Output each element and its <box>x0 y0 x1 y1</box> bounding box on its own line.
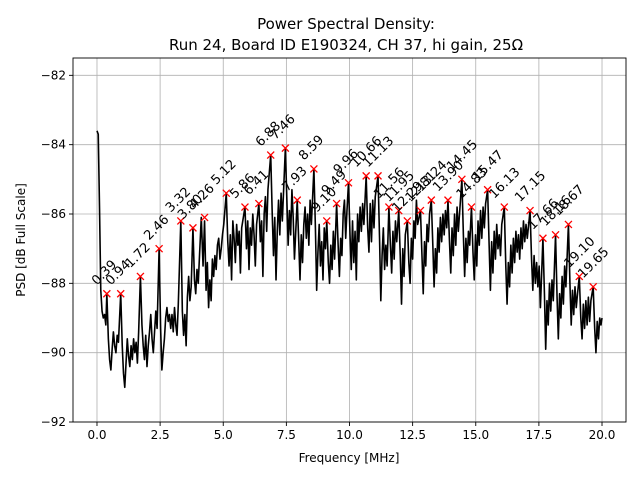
peak-marker <box>266 151 275 160</box>
x-tick-label: 17.5 <box>526 428 553 442</box>
peak-marker <box>551 230 560 239</box>
peak-marker <box>344 178 353 187</box>
x-tick-label: 7.5 <box>277 428 296 442</box>
peak-marker <box>102 289 111 298</box>
peak-marker <box>155 244 164 253</box>
y-axis-label: PSD [dB Full Scale] <box>14 183 28 297</box>
peak-marker <box>483 185 492 194</box>
x-tick-label: 20.0 <box>589 428 616 442</box>
y-tick-label: −88 <box>41 276 66 290</box>
x-tick-label: 12.5 <box>399 428 426 442</box>
peak-marker <box>222 189 231 198</box>
x-tick-label: 5.0 <box>214 428 233 442</box>
axes: 0.0 2.5 5.0 7.5 10.0 12.5 15.0 17.5 20.0 −92 −90 −8… <box>41 57 627 442</box>
peak-marker <box>467 203 476 212</box>
peak-marker <box>427 196 436 205</box>
y-tick-label: −82 <box>41 68 66 82</box>
y-tick-label: −86 <box>41 207 66 221</box>
peak-marker <box>538 234 547 243</box>
y-tick-label: −90 <box>41 346 66 360</box>
peak-marker <box>564 220 573 229</box>
peak-marker <box>374 171 382 180</box>
y-tick-label: −92 <box>41 415 66 429</box>
peak-marker <box>188 223 197 232</box>
peak-marker <box>332 199 341 208</box>
peak-marker <box>589 282 598 291</box>
chart-title: Power Spectral Density: <box>257 15 435 33</box>
peak-marker <box>394 206 403 215</box>
y-tick-label: −84 <box>41 138 66 152</box>
peak-marker <box>416 206 425 215</box>
peak-marker <box>403 216 412 225</box>
peak-marker <box>500 203 509 212</box>
peak-marker <box>575 272 584 281</box>
peak-marker <box>241 203 249 212</box>
peak-marker <box>362 171 371 180</box>
peak-marker <box>384 203 393 212</box>
peak-marker <box>116 289 125 298</box>
x-tick-label: 2.5 <box>151 428 170 442</box>
peak-marker <box>457 175 466 184</box>
peak-marker <box>444 196 452 205</box>
peak-marker <box>526 206 535 215</box>
peak-marker <box>200 213 209 222</box>
x-tick-label: 10.0 <box>336 428 363 442</box>
chart-subtitle: Run 24, Board ID E190324, CH 37, hi gain… <box>169 36 523 54</box>
x-tick-label: 0.0 <box>87 428 106 442</box>
peak-marker <box>281 144 290 153</box>
peak-marker <box>136 272 145 281</box>
peak-marker <box>176 216 185 225</box>
x-axis-label: Frequency [MHz] <box>299 451 400 465</box>
peak-marker <box>322 216 331 225</box>
peak-marker <box>254 199 263 208</box>
x-tick-label: 15.0 <box>462 428 489 442</box>
peak-marker <box>293 196 302 205</box>
peak-marker <box>309 164 318 173</box>
